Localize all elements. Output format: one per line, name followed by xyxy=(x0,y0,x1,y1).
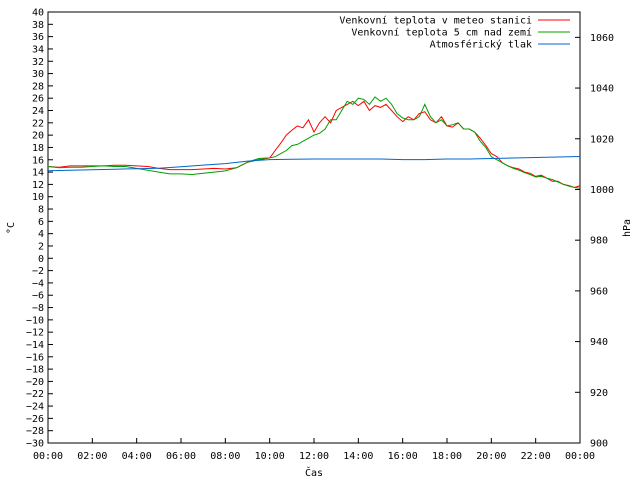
x-tick-label: 12:00 xyxy=(299,451,329,462)
left-tick-label: −14 xyxy=(26,340,44,351)
left-tick-label: −10 xyxy=(26,315,44,326)
left-tick-label: 36 xyxy=(32,32,44,43)
left-tick-label: 32 xyxy=(32,57,44,68)
x-tick-label: 20:00 xyxy=(476,451,506,462)
x-tick-label: 00:00 xyxy=(565,451,595,462)
left-tick-label: 6 xyxy=(38,217,44,228)
left-tick-label: −16 xyxy=(26,352,44,363)
right-tick-label: 900 xyxy=(590,439,608,450)
x-axis-ticks: 00:00 02:00 04:00 06:00 08:00 10:00 12:00 14:00… xyxy=(33,438,595,462)
left-tick-label: 28 xyxy=(32,81,44,92)
right-tick-label: 1060 xyxy=(590,33,614,44)
left-tick-label: −8 xyxy=(32,303,44,314)
legend-entry-label: Venkovní teplota v meteo stanici xyxy=(339,15,532,27)
left-tick-label: 20 xyxy=(32,131,44,142)
left-tick-label: 12 xyxy=(32,180,44,191)
left-tick-label: 4 xyxy=(38,229,44,240)
left-tick-label: 14 xyxy=(32,168,44,179)
plot-frame xyxy=(47,11,581,444)
left-tick-label: −4 xyxy=(32,278,44,289)
x-axis-label: Čas xyxy=(305,466,323,479)
left-tick-label: −28 xyxy=(26,426,44,437)
right-tick-label: 1040 xyxy=(590,84,614,95)
series-line-2 xyxy=(47,96,581,189)
left-tick-label: 16 xyxy=(32,155,44,166)
x-tick-label: 08:00 xyxy=(210,451,240,462)
x-tick-label: 00:00 xyxy=(33,451,63,462)
right-tick-label: 1000 xyxy=(590,185,614,196)
left-axis-ticks: −30−28−26−24−22−20−18−16−14−12−10−8−6−4−… xyxy=(26,8,53,450)
left-tick-label: −6 xyxy=(32,291,44,302)
x-tick-label: 04:00 xyxy=(122,451,152,462)
left-tick-label: 0 xyxy=(38,254,44,265)
left-tick-label: −12 xyxy=(26,328,44,339)
series-lines xyxy=(47,96,581,189)
right-tick-label: 920 xyxy=(590,388,608,399)
left-tick-label: 24 xyxy=(32,106,44,117)
series-line-3 xyxy=(47,156,581,172)
left-tick-label: 34 xyxy=(32,44,44,55)
y2-axis-label: hPa xyxy=(622,219,633,237)
right-tick-label: 960 xyxy=(590,286,608,297)
x-tick-label: 22:00 xyxy=(521,451,551,462)
x-tick-label: 10:00 xyxy=(255,451,285,462)
x-tick-label: 16:00 xyxy=(388,451,418,462)
left-tick-label: 8 xyxy=(38,205,44,216)
right-tick-label: 940 xyxy=(590,337,608,348)
x-tick-label: 06:00 xyxy=(166,451,196,462)
y-axis-label: °C xyxy=(6,222,17,234)
legend-entry-label: Atmosférický tlak xyxy=(430,39,532,51)
series-line-1 xyxy=(47,100,581,189)
left-tick-label: 40 xyxy=(32,8,44,19)
legend-entry-label: Venkovní teplota 5 cm nad zemí xyxy=(351,27,532,39)
left-tick-label: 18 xyxy=(32,143,44,154)
left-tick-label: −18 xyxy=(26,365,44,376)
right-axis-ticks: 900 920 940 960 980 1000 1020 1040 1060 xyxy=(575,33,614,450)
x-tick-label: 14:00 xyxy=(343,451,373,462)
left-tick-label: −22 xyxy=(26,389,44,400)
left-tick-label: −20 xyxy=(26,377,44,388)
left-tick-label: 10 xyxy=(32,192,44,203)
left-tick-label: −26 xyxy=(26,414,44,425)
right-tick-label: 1020 xyxy=(590,134,614,145)
left-tick-label: −2 xyxy=(32,266,44,277)
left-tick-label: 26 xyxy=(32,94,44,105)
legend: Venkovní teplota v meteo staniciVenkovní… xyxy=(339,15,570,51)
x-tick-label: 18:00 xyxy=(432,451,462,462)
left-tick-label: 30 xyxy=(32,69,44,80)
left-tick-label: 2 xyxy=(38,241,44,252)
left-tick-label: 38 xyxy=(32,20,44,31)
left-tick-label: −24 xyxy=(26,402,44,413)
left-tick-label: −30 xyxy=(26,439,44,450)
left-tick-label: 22 xyxy=(32,118,44,129)
right-tick-label: 980 xyxy=(590,236,608,247)
x-tick-label: 02:00 xyxy=(77,451,107,462)
